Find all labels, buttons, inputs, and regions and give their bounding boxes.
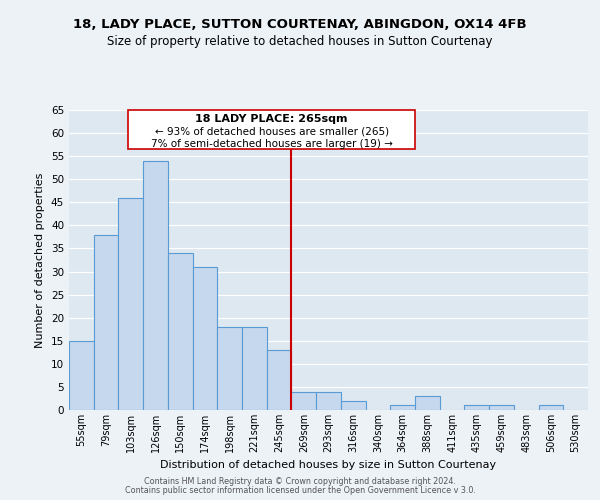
Bar [316, 392, 341, 410]
Y-axis label: Number of detached properties: Number of detached properties [35, 172, 46, 348]
Text: 18 LADY PLACE: 265sqm: 18 LADY PLACE: 265sqm [196, 114, 348, 124]
Bar [193, 267, 217, 410]
FancyBboxPatch shape [128, 110, 415, 149]
Text: Contains public sector information licensed under the Open Government Licence v : Contains public sector information licen… [125, 486, 475, 495]
Bar [341, 401, 365, 410]
Bar [69, 341, 94, 410]
Bar [464, 406, 489, 410]
Bar [217, 327, 242, 410]
Bar [168, 253, 193, 410]
Bar [94, 234, 118, 410]
Bar [489, 406, 514, 410]
Text: 18, LADY PLACE, SUTTON COURTENAY, ABINGDON, OX14 4FB: 18, LADY PLACE, SUTTON COURTENAY, ABINGD… [73, 18, 527, 30]
Text: ← 93% of detached houses are smaller (265): ← 93% of detached houses are smaller (26… [155, 126, 389, 136]
Bar [415, 396, 440, 410]
Bar [242, 327, 267, 410]
X-axis label: Distribution of detached houses by size in Sutton Courtenay: Distribution of detached houses by size … [160, 460, 497, 470]
Text: 7% of semi-detached houses are larger (19) →: 7% of semi-detached houses are larger (1… [151, 138, 392, 148]
Bar [143, 161, 168, 410]
Bar [539, 406, 563, 410]
Bar [267, 350, 292, 410]
Bar [292, 392, 316, 410]
Text: Contains HM Land Registry data © Crown copyright and database right 2024.: Contains HM Land Registry data © Crown c… [144, 477, 456, 486]
Bar [118, 198, 143, 410]
Text: Size of property relative to detached houses in Sutton Courtenay: Size of property relative to detached ho… [107, 35, 493, 48]
Bar [390, 406, 415, 410]
